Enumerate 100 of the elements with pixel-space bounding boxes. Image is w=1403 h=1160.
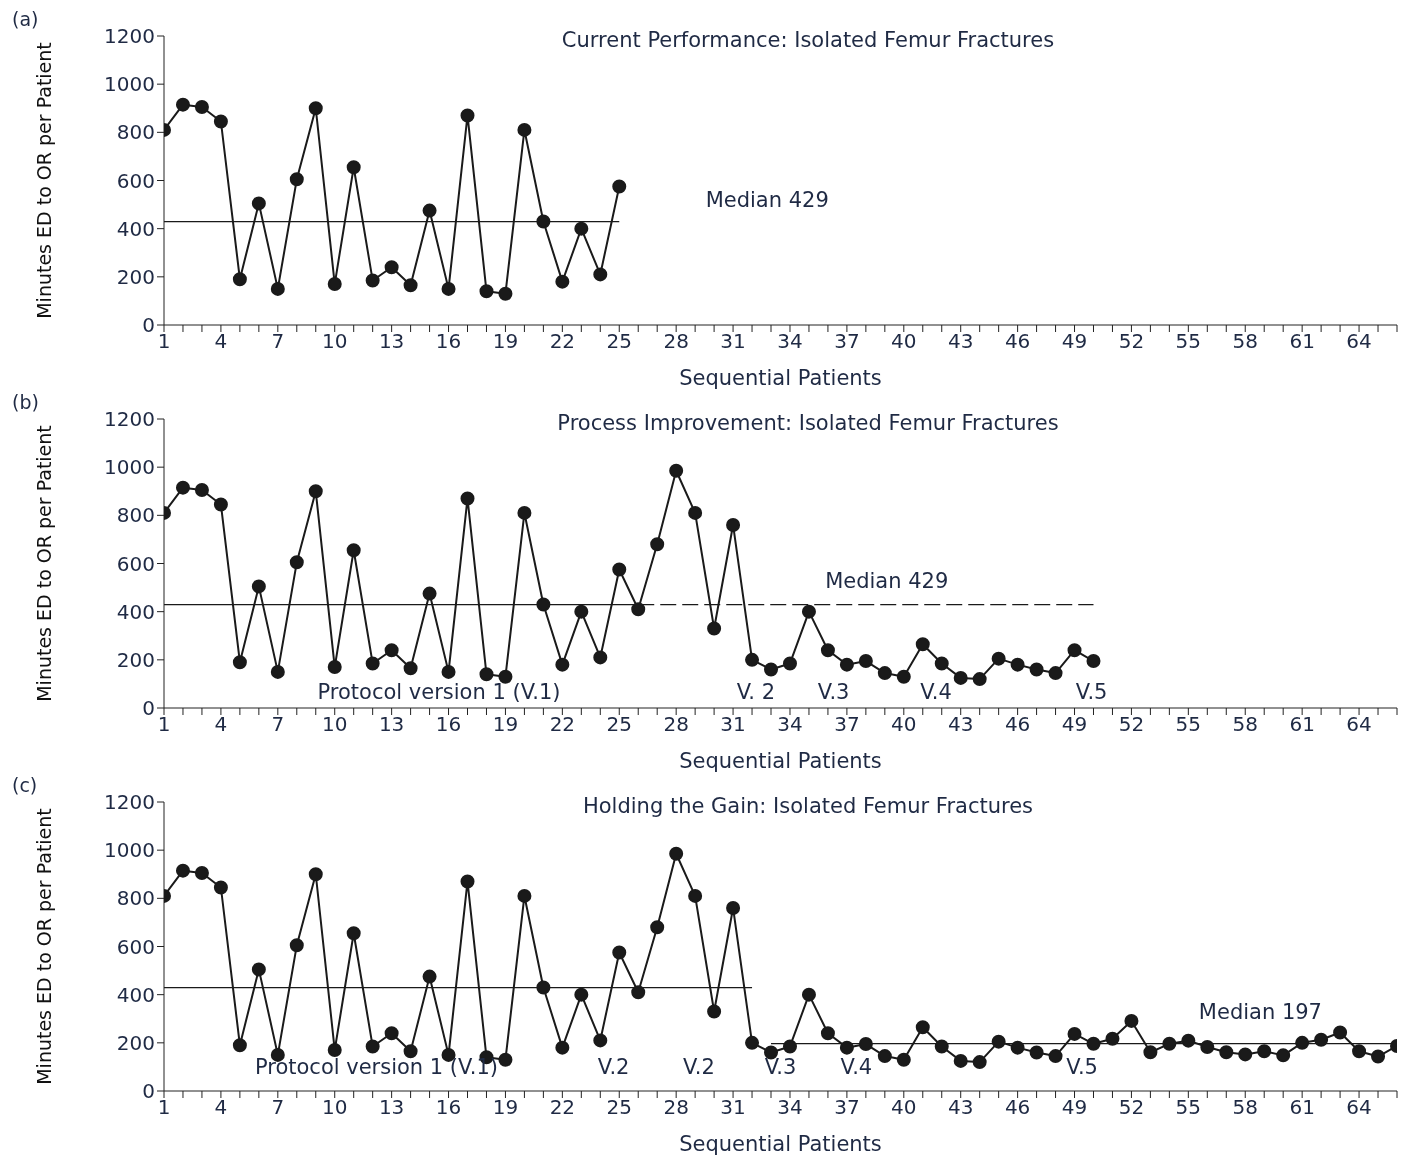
x-tick-label: 13: [378, 712, 405, 737]
x-tick-label: 1: [157, 712, 171, 737]
x-tick-label: 55: [1175, 329, 1202, 354]
y-tick-label: 0: [142, 1079, 155, 1104]
y-axis-title: Minutes ED to OR per Patient: [32, 808, 55, 1085]
x-tick-label: 61: [1289, 1095, 1315, 1120]
annotation: V.2: [683, 1055, 715, 1080]
y-tick-label: 1000: [104, 838, 155, 863]
x-tick-label: 28: [663, 329, 689, 354]
y-tick-label: 800: [116, 120, 155, 145]
y-tick-label: 800: [116, 503, 155, 528]
x-tick-label: 4: [214, 1095, 228, 1120]
annotation: V.5: [1066, 1055, 1098, 1080]
x-tick-label: 46: [1004, 712, 1031, 737]
chart-title: Current Performance: Isolated Femur Fractures: [560, 28, 1056, 52]
y-tick-label: 1000: [104, 72, 155, 97]
x-tick-label: 19: [492, 712, 519, 737]
x-axis-title: Sequential Patients: [679, 366, 882, 390]
x-tick-label: 40: [891, 329, 917, 354]
x-tick-label: 22: [549, 329, 576, 354]
x-tick-label: 28: [663, 712, 689, 737]
x-tick-label: 37: [834, 329, 860, 354]
x-tick-label: 61: [1289, 712, 1315, 737]
x-tick-label: 10: [322, 1095, 348, 1120]
x-tick-label: 25: [606, 329, 632, 354]
x-tick-label: 4: [214, 329, 228, 354]
x-tick-label: 64: [1346, 1095, 1372, 1120]
annotation: Protocol version 1 (V.1): [317, 679, 561, 704]
x-tick-label: 16: [435, 1095, 462, 1120]
y-tick-label: 200: [116, 264, 155, 289]
x-tick-label: 7: [271, 1095, 285, 1120]
y-tick-label: 600: [116, 551, 155, 576]
x-tick-label: 46: [1004, 1095, 1031, 1120]
x-tick-label: 16: [435, 712, 462, 737]
annotation: V.4: [920, 679, 952, 704]
series-label: Median 197: [1198, 999, 1322, 1024]
x-tick-label: 25: [606, 1095, 632, 1120]
x-tick-label: 4: [214, 712, 228, 737]
x-tick-label: 49: [1061, 329, 1088, 354]
x-tick-label: 34: [777, 1095, 803, 1120]
text: (a): [12, 8, 39, 30]
series-label: Median 429: [825, 569, 949, 594]
x-tick-label: 55: [1175, 1095, 1202, 1120]
y-tick-label: 1200: [104, 407, 155, 432]
x-tick-label: 37: [834, 712, 860, 737]
y-tick-label: 600: [116, 934, 155, 959]
x-tick-label: 43: [947, 1095, 974, 1120]
annotation: V.3: [817, 679, 850, 704]
x-tick-label: 34: [777, 329, 803, 354]
x-tick-label: 43: [947, 712, 974, 737]
x-tick-label: 10: [322, 712, 348, 737]
x-tick-label: 55: [1175, 712, 1202, 737]
y-tick-label: 600: [116, 168, 155, 193]
x-tick-label: 31: [720, 712, 746, 737]
x-tick-label: 64: [1346, 329, 1372, 354]
x-tick-label: 1: [157, 329, 171, 354]
x-tick-label: 28: [663, 1095, 689, 1120]
annotation: V.4: [840, 1055, 873, 1080]
y-tick-label: 0: [142, 313, 155, 338]
x-tick-label: 25: [606, 712, 632, 737]
x-tick-label: 37: [834, 1095, 860, 1120]
y-axis-title: Minutes ED to OR per Patient: [32, 42, 55, 319]
x-tick-label: 46: [1004, 329, 1031, 354]
x-tick-label: 61: [1289, 329, 1315, 354]
x-tick-label: 43: [947, 329, 974, 354]
x-axis-title: Sequential Patients: [679, 1132, 882, 1156]
x-tick-label: 7: [271, 329, 285, 354]
x-tick-label: 31: [720, 1095, 746, 1120]
x-tick-label: 64: [1346, 712, 1372, 737]
y-tick-label: 1200: [104, 790, 155, 815]
y-tick-label: 200: [116, 1030, 155, 1055]
y-tick-label: 800: [116, 886, 155, 911]
annotation: V. 2: [736, 679, 776, 704]
x-tick-label: 52: [1118, 329, 1145, 354]
y-tick-label: 200: [116, 647, 155, 672]
y-tick-label: 400: [116, 216, 155, 241]
x-tick-label: 31: [720, 329, 746, 354]
y-tick-label: 1000: [104, 455, 155, 480]
x-tick-label: 34: [777, 712, 803, 737]
x-tick-label: 16: [435, 329, 462, 354]
text: Median 429: [705, 187, 829, 212]
x-tick-label: 49: [1061, 1095, 1088, 1120]
annotation: V.2: [597, 1055, 630, 1080]
text: (c): [12, 774, 38, 796]
x-axis-title: Sequential Patients: [679, 749, 882, 773]
x-tick-label: 13: [378, 329, 405, 354]
chart-title: Process Improvement: Isolated Femur Fractures: [556, 411, 1060, 435]
x-tick-label: 52: [1118, 1095, 1145, 1120]
x-tick-label: 52: [1118, 712, 1145, 737]
x-tick-label: 58: [1232, 1095, 1258, 1120]
x-tick-label: 22: [549, 712, 576, 737]
text: (b): [12, 391, 39, 413]
x-tick-label: 49: [1061, 712, 1088, 737]
x-tick-label: 40: [891, 1095, 917, 1120]
chart-title: Holding the Gain: Isolated Femur Fractures: [581, 794, 1035, 818]
x-tick-label: 19: [492, 1095, 519, 1120]
annotation: V.3: [764, 1055, 797, 1080]
x-tick-label: 10: [322, 329, 348, 354]
x-tick-label: 40: [891, 712, 917, 737]
y-tick-label: 1200: [104, 24, 155, 49]
